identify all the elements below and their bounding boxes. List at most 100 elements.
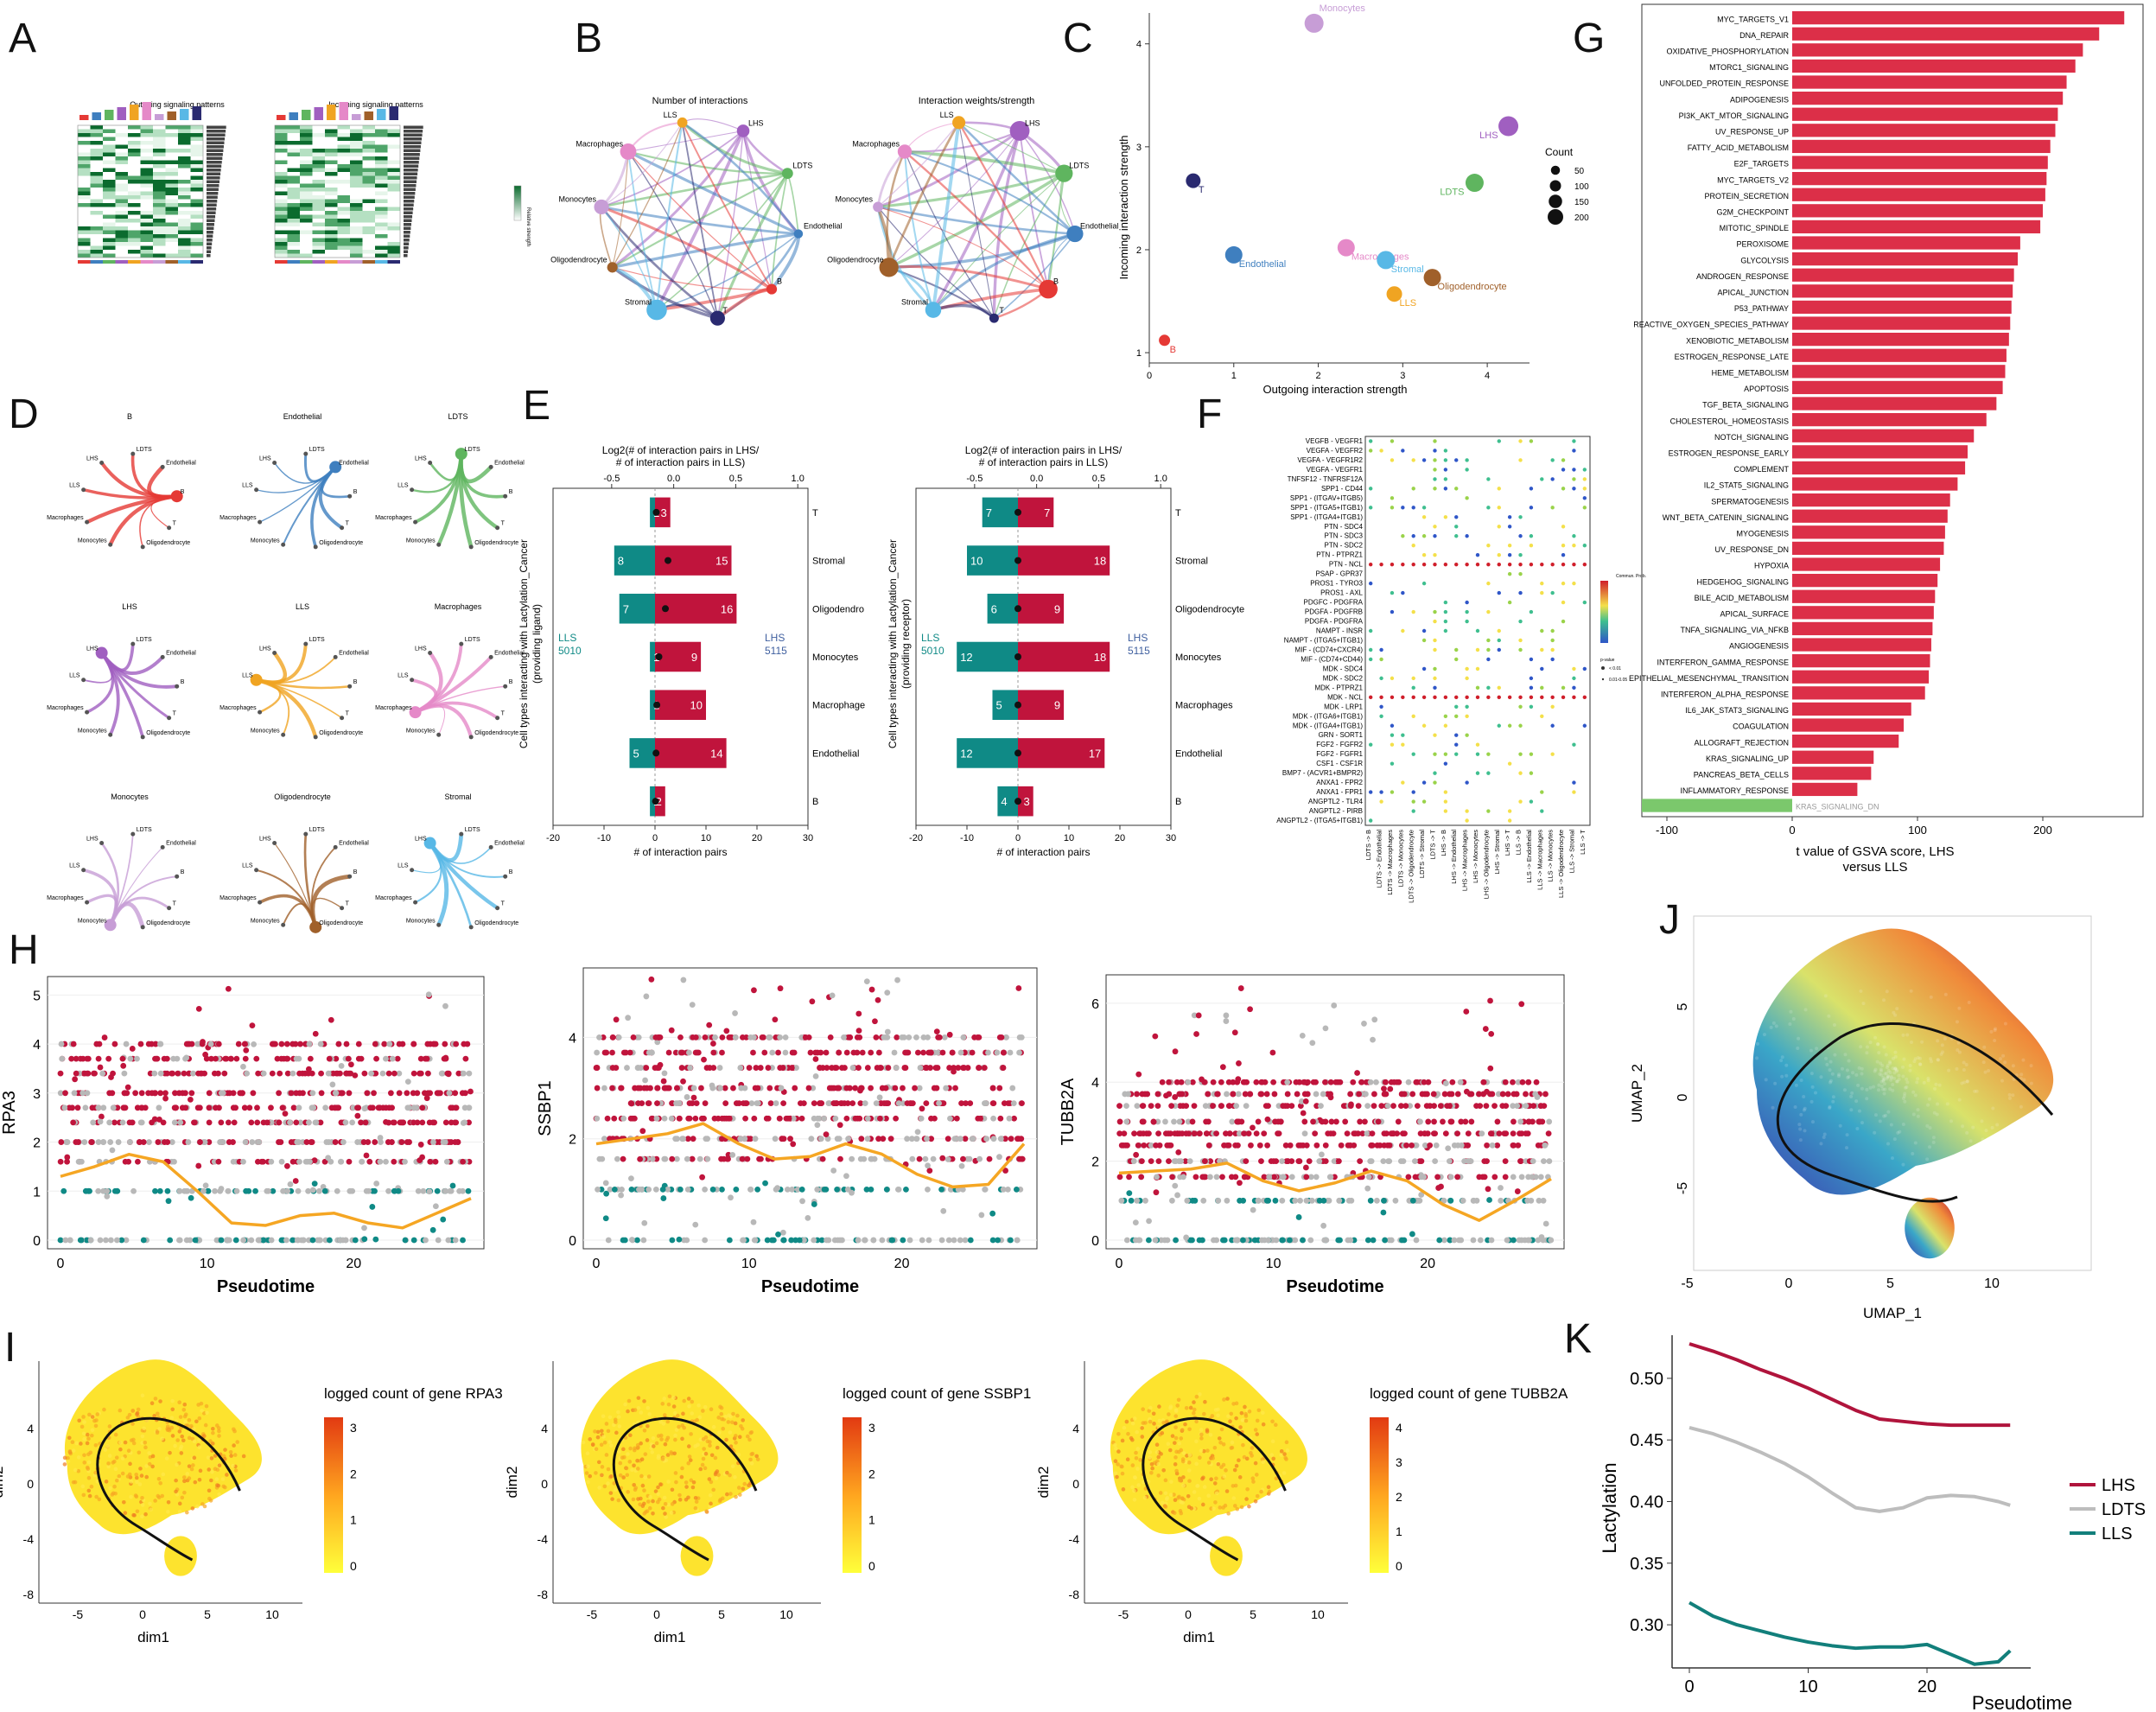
heatmap-cell (387, 195, 400, 200)
h-point (278, 1055, 284, 1062)
h-point (1501, 1130, 1508, 1137)
j-speckle (1784, 1063, 1789, 1067)
d-node (313, 735, 318, 740)
h-point (1302, 1164, 1309, 1171)
heatmap-cell (178, 160, 191, 164)
network-edge (655, 122, 684, 310)
j-speckle (1882, 998, 1886, 1002)
j-speckle (1902, 1057, 1906, 1061)
j-speckle (2029, 1064, 2033, 1068)
j-speckle (1941, 1050, 1945, 1054)
h-point (318, 1090, 325, 1097)
h-point (208, 1055, 214, 1062)
h-point (729, 1152, 736, 1158)
j-speckle (1884, 1113, 1888, 1117)
h-point (1189, 1237, 1195, 1244)
f-dot (1433, 666, 1437, 671)
network-edge (992, 130, 1021, 319)
h-point (652, 1186, 659, 1193)
h-point (990, 1136, 997, 1142)
heatmap-outgoing (77, 102, 226, 264)
f-legend-title-2: p-value (1600, 658, 1615, 663)
h-point (868, 1186, 874, 1193)
h-point (668, 1027, 675, 1034)
g-bar-label: ESTROGEN_RESPONSE_LATE (1675, 353, 1789, 361)
j-speckle (1789, 1009, 1793, 1014)
heatmap-cell (103, 250, 116, 254)
heatmap-cell (178, 125, 191, 130)
d-node (423, 837, 436, 850)
f-row-label: PROS1 - AXL (1320, 589, 1363, 597)
h-point (1347, 1091, 1354, 1098)
h-point (201, 1139, 208, 1145)
d-node-label: B (509, 679, 513, 685)
h-point (372, 1041, 378, 1047)
h-point (900, 1085, 906, 1091)
j-speckle (1822, 1136, 1826, 1140)
h-point (1485, 1186, 1491, 1193)
d-node-label: LDTS (137, 447, 152, 453)
d-node-label: LHS (415, 646, 427, 652)
d-node-label: Monocytes (406, 728, 436, 734)
f-dot (1421, 534, 1427, 538)
f-dot (1433, 638, 1437, 643)
heatmap-top-bar (277, 115, 286, 120)
heatmap-row-bar (404, 184, 417, 188)
j-speckle (1740, 1072, 1745, 1077)
j-speckle (1901, 1033, 1905, 1037)
h-point (1323, 1237, 1330, 1244)
j-speckle (1753, 1099, 1758, 1104)
f-row-label: SPP1 - CD44 (1321, 485, 1364, 493)
h-point (293, 1119, 300, 1126)
g-bar (1792, 365, 2006, 379)
heatmap-cell (325, 195, 338, 200)
h-point (98, 1113, 105, 1120)
network-node-label: LDTS (792, 162, 812, 170)
h-point (1326, 1197, 1332, 1204)
d-node-label: Monocytes (406, 918, 436, 924)
heatmap-cell (287, 219, 300, 223)
heatmap-row-bar (207, 254, 211, 258)
h-point (366, 1158, 373, 1165)
f-dot (1443, 790, 1448, 794)
c-ytick-label: 2 (1136, 245, 1142, 256)
j-speckle (1936, 1102, 1940, 1106)
j-speckle (1881, 1075, 1886, 1079)
heatmap-cell (140, 250, 153, 254)
h-point (722, 1100, 729, 1107)
h-trend-line (1118, 1161, 1552, 1222)
j-speckle (1893, 1066, 1898, 1071)
f-dot (1368, 742, 1373, 747)
d-circle-title: Stromal (444, 792, 471, 801)
heatmap-cell (362, 219, 375, 223)
f-dot (1572, 534, 1576, 538)
heatmap-cell (275, 253, 288, 258)
panel-label-h: H (9, 927, 39, 973)
heatmap-cell (300, 211, 313, 215)
i-cell-dot (233, 1468, 238, 1473)
heatmap-cell (165, 238, 178, 242)
f-dot (1390, 676, 1395, 681)
h-point (1232, 1237, 1239, 1244)
heatmap-cell (362, 203, 375, 207)
h-point (396, 1070, 403, 1077)
heatmap-cell (190, 125, 203, 130)
network-node (766, 283, 778, 295)
j-speckle (1898, 1130, 1902, 1134)
heatmap-bottom-strip (312, 260, 325, 264)
h-point (105, 1055, 112, 1062)
h-xtick-label: 10 (200, 1257, 215, 1271)
h-point (1514, 1103, 1521, 1110)
h-point (742, 1100, 749, 1107)
j-speckle (1809, 1099, 1814, 1104)
h-point (1518, 1174, 1525, 1181)
network-edge (903, 151, 934, 310)
h-point (442, 1187, 448, 1194)
heatmap-cell (312, 238, 325, 242)
h-point (1013, 1186, 1020, 1193)
h-point (1279, 1158, 1285, 1165)
heatmap-cell (153, 164, 166, 169)
h-point (1235, 1091, 1242, 1098)
h-point (1162, 1130, 1169, 1137)
d-node (340, 525, 345, 531)
